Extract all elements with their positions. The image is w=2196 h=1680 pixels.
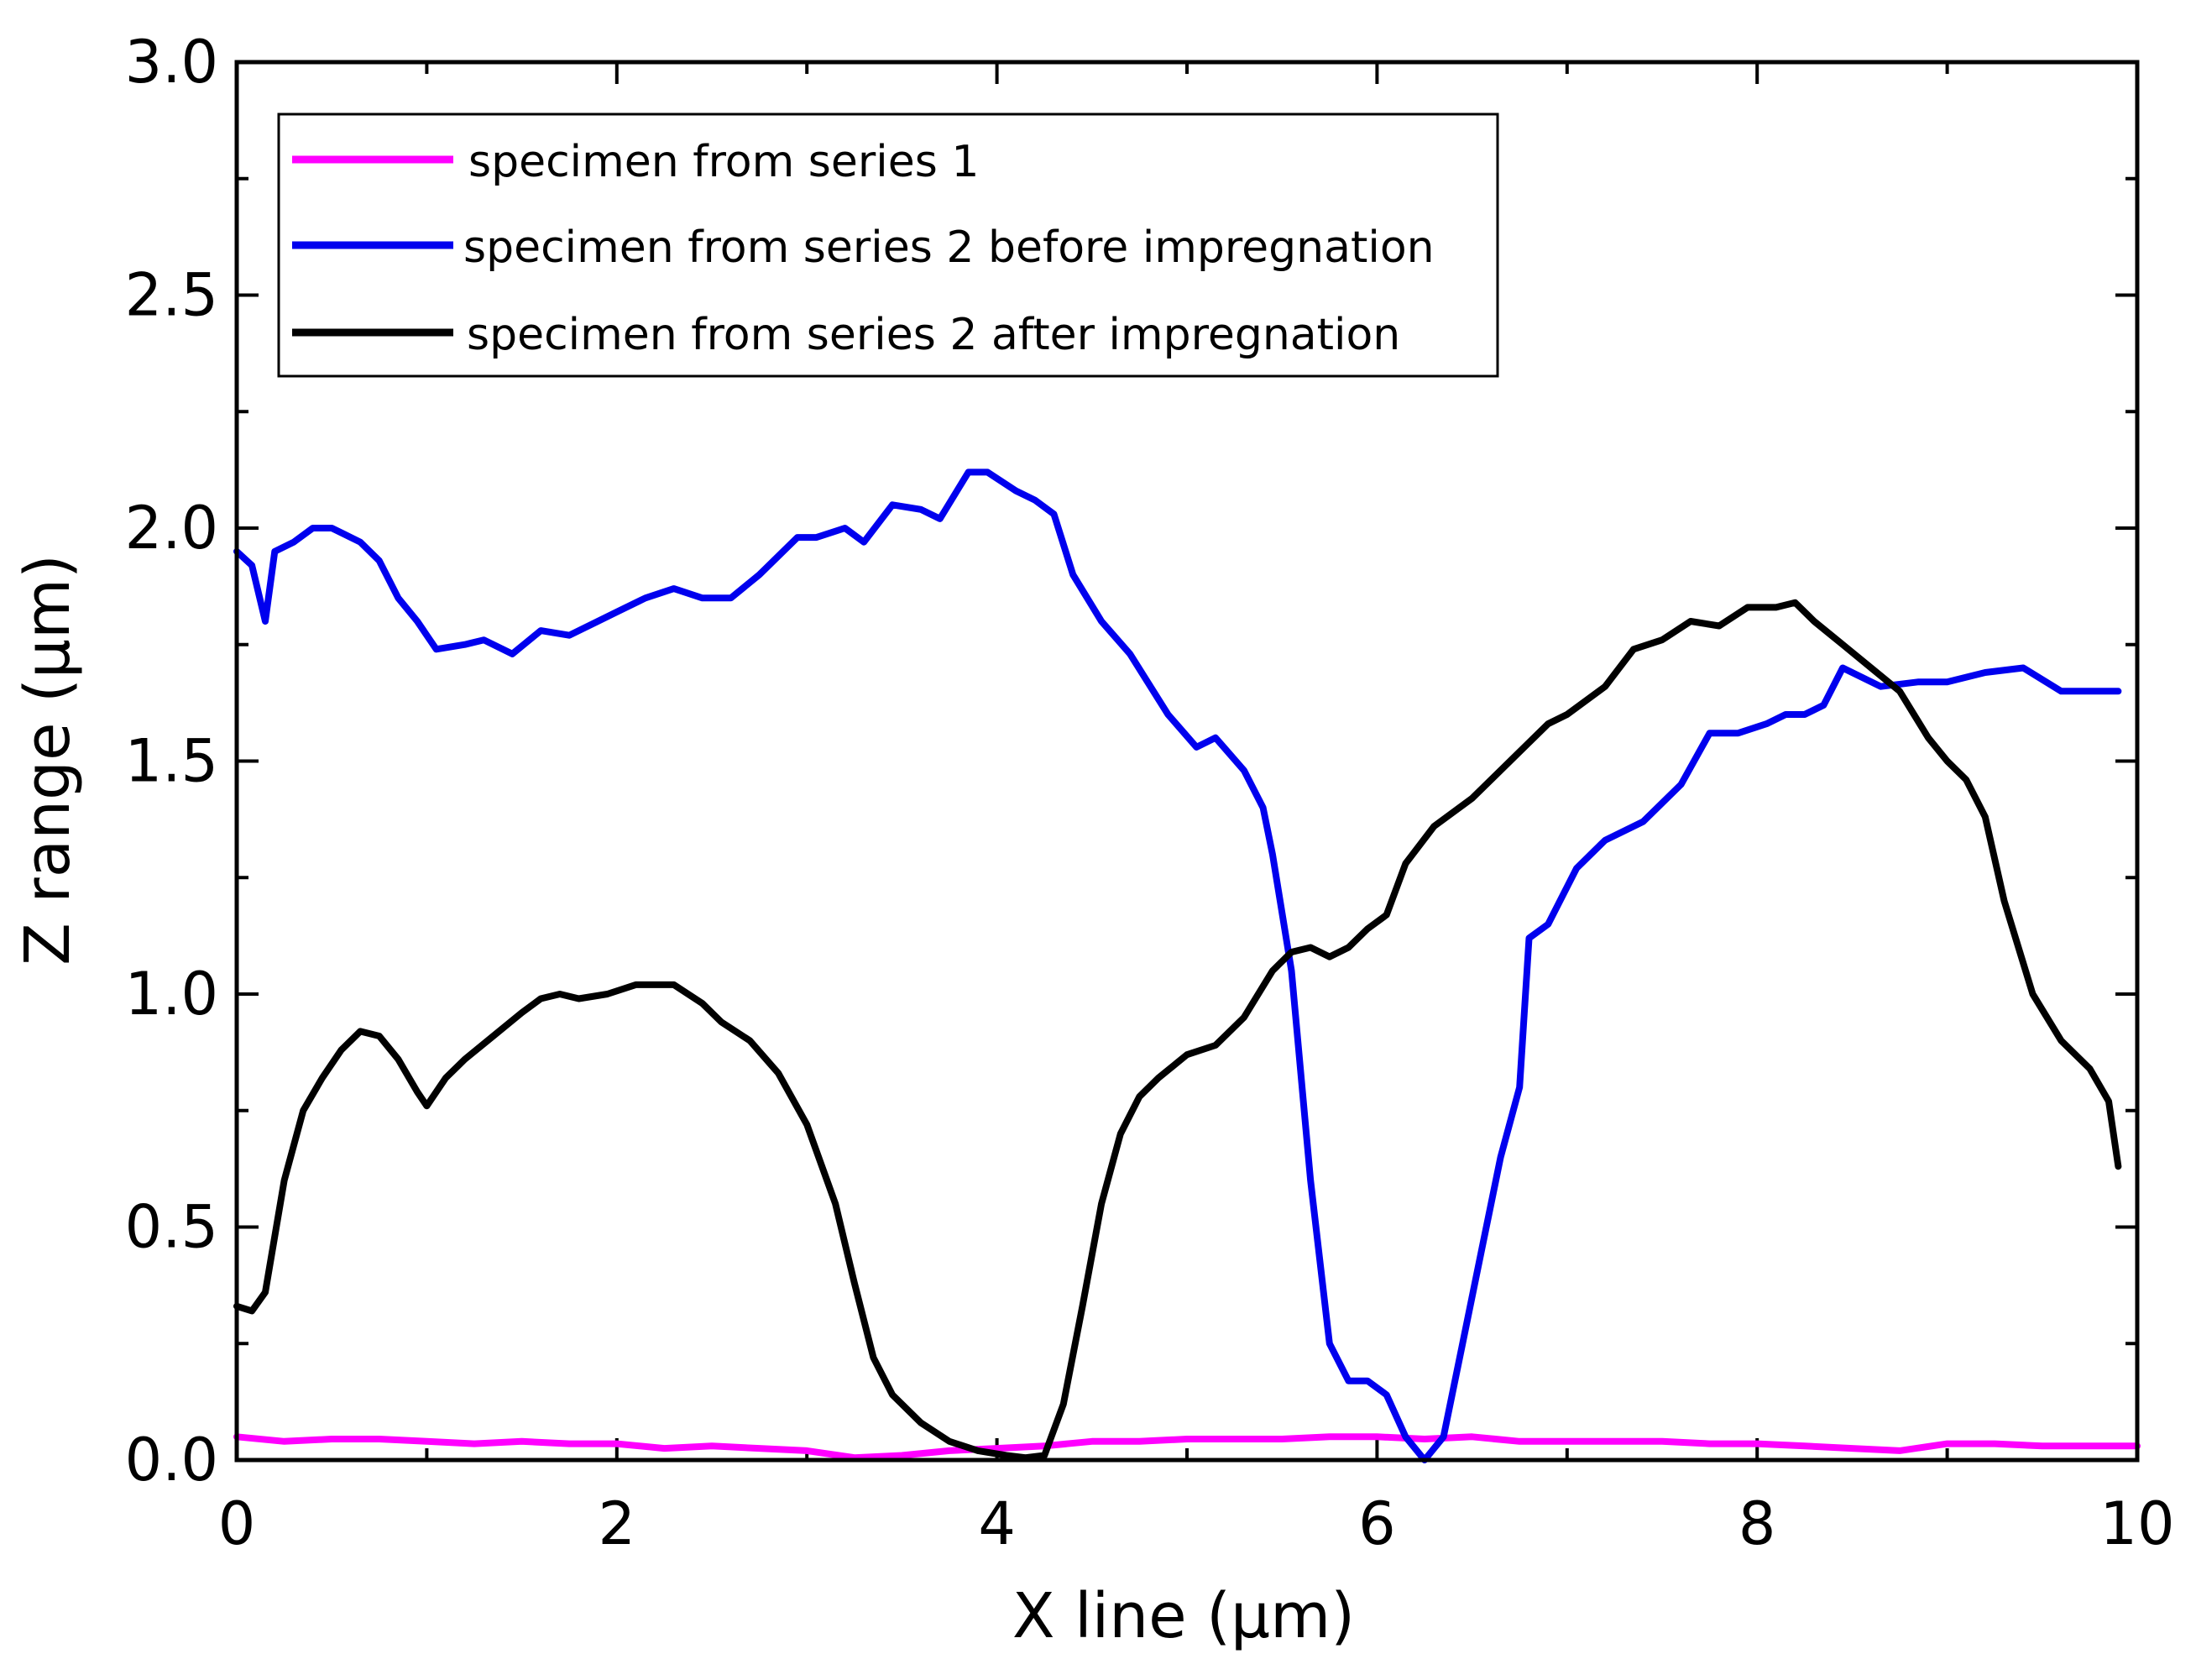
x-tick-label: 4 <box>978 1489 1016 1558</box>
series-layer <box>233 468 2141 1463</box>
y-tick-label: 2.5 <box>125 261 218 330</box>
x-tick-label: 6 <box>1358 1489 1396 1558</box>
y-tick-label: 1.5 <box>125 727 218 796</box>
x-tick-label: 0 <box>218 1489 256 1558</box>
tick-labels: 0 2 4 6 8 10 0.0 0.5 1.0 1.5 2.0 2.5 3.0 <box>125 28 2175 1558</box>
legend-label-series-1: specimen from series 1 <box>468 137 979 187</box>
y-tick-label: 0.5 <box>125 1193 218 1262</box>
y-tick-label: 1.0 <box>125 960 218 1028</box>
legend-label-series-2-after: specimen from series 2 after impregnatio… <box>467 310 1400 360</box>
y-tick-label: 3.0 <box>125 28 218 97</box>
legend-label-series-2-before: specimen from series 2 before impregnati… <box>463 222 1435 273</box>
x-tick-label: 8 <box>1738 1489 1776 1558</box>
series-line-1 <box>233 1433 2141 1462</box>
y-tick-label: 0.0 <box>125 1426 218 1494</box>
series-line-2 <box>233 468 2122 1463</box>
x-tick-label: 10 <box>2099 1489 2174 1558</box>
x-tick-label: 2 <box>599 1489 636 1558</box>
legend: specimen from series 1 specimen from ser… <box>277 113 1499 378</box>
y-axis-title: Z range (µm) <box>12 554 84 966</box>
legend-box <box>277 113 1499 378</box>
series-line-3 <box>233 599 2122 1462</box>
x-axis-title: X line (µm) <box>1012 1580 1355 1652</box>
plot-frame <box>234 60 2140 1463</box>
y-tick-label: 2.0 <box>125 494 218 563</box>
